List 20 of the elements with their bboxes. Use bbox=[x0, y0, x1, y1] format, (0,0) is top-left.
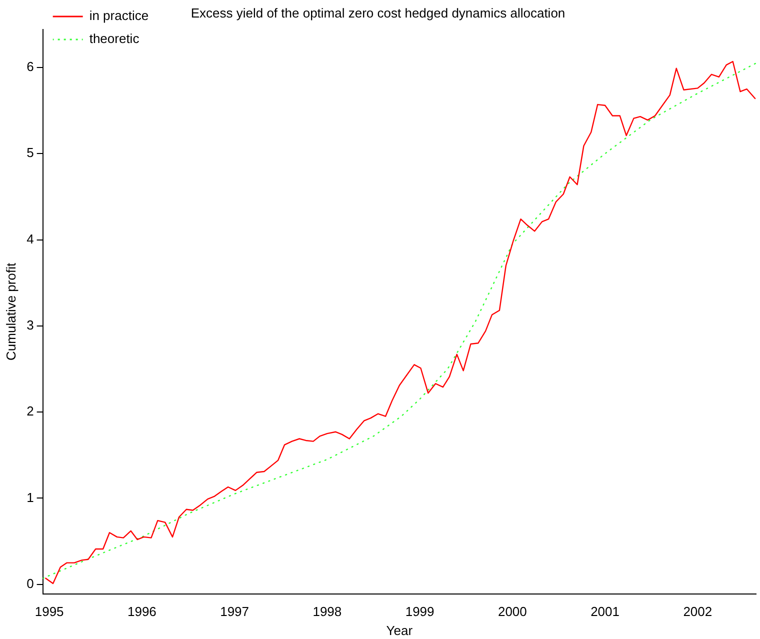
x-axis-title: Year bbox=[386, 622, 414, 638]
x-tick-label: 1995 bbox=[34, 604, 64, 620]
x-tick-label: 2001 bbox=[590, 604, 620, 620]
y-axis-title: Cumulative profit bbox=[3, 262, 18, 360]
x-tick-label: 2002 bbox=[683, 604, 712, 620]
y-tick-label: 1 bbox=[26, 490, 34, 505]
x-tick-label: 1997 bbox=[220, 604, 250, 620]
y-tick-label: 3 bbox=[26, 317, 34, 332]
legend-label: in practice bbox=[89, 8, 149, 24]
y-tick-label: 4 bbox=[26, 231, 34, 246]
y-tick-label: 0 bbox=[26, 576, 34, 591]
x-tick-label: 2000 bbox=[498, 604, 527, 620]
y-tick-label: 2 bbox=[26, 404, 34, 419]
y-tick-label: 6 bbox=[26, 59, 34, 74]
x-tick-label: 1999 bbox=[405, 604, 434, 620]
x-tick-label: 1998 bbox=[312, 604, 342, 620]
legend-label: theoretic bbox=[89, 31, 140, 46]
y-tick-label: 5 bbox=[26, 145, 34, 160]
x-tick-label: 1996 bbox=[127, 604, 156, 620]
chart-title: Excess yield of the optimal zero cost hedged dynamics allocation bbox=[190, 5, 566, 20]
